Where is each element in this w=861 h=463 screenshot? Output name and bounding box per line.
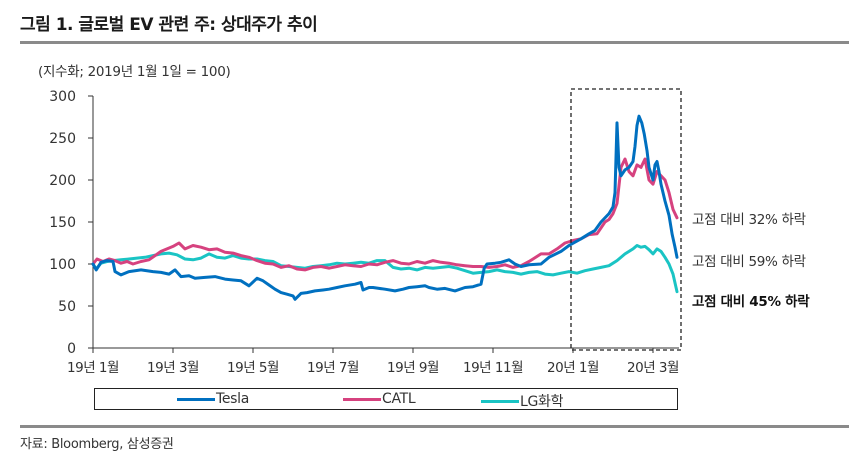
- legend-label-tesla: Tesla: [216, 391, 250, 407]
- figure-title: 그림 1. 글로벌 EV 관련 주: 상대주가 추이: [20, 15, 318, 35]
- legend-swatch-catl: [343, 397, 381, 401]
- y-tick-label: 150: [49, 215, 76, 231]
- legend-swatch-lg: [481, 399, 519, 403]
- x-tick-label: 19년 7월: [307, 360, 359, 376]
- legend: Tesla CATL LG화학: [94, 388, 678, 410]
- top-rule: [20, 41, 849, 44]
- legend-label-lg: LG화학: [520, 394, 564, 410]
- source-note: 자료: Bloomberg, 삼성증권: [20, 437, 174, 452]
- bottom-rule: [20, 425, 849, 428]
- annotation-lg: 고점 대비 45% 하락: [692, 294, 810, 310]
- highlight-box-2020: [570, 88, 682, 351]
- legend-swatch-tesla: [177, 397, 215, 401]
- x-tick-label: 19년 3월: [147, 360, 199, 376]
- legend-label-catl: CATL: [382, 391, 416, 407]
- x-tick-label: 20년 3월: [627, 360, 679, 376]
- y-tick-label: 250: [49, 131, 76, 147]
- y-tick-label: 300: [49, 89, 76, 105]
- series-line-Tesla: [91, 114, 679, 301]
- series-line-LG화학: [91, 244, 679, 294]
- legend-item-lg: LG화학: [481, 391, 564, 411]
- series-line-CATL: [91, 157, 679, 272]
- y-tick-label: 200: [49, 173, 76, 189]
- x-tick-label: 19년 5월: [227, 360, 279, 376]
- y-tick-label: 50: [58, 299, 76, 315]
- axes: 0 50 100 150 200 250 300 19년 1월 19년 3월 19년 5월 19년 …: [49, 89, 679, 376]
- annotation-tesla: 고점 대비 59% 하락: [692, 254, 806, 270]
- y-tick-label: 0: [67, 341, 76, 357]
- legend-item-tesla: Tesla: [177, 391, 249, 407]
- series-lines: [91, 114, 679, 301]
- x-tick-label: 20년 1월: [547, 360, 599, 376]
- x-tick-label: 19년 9월: [387, 360, 439, 376]
- legend-item-catl: CATL: [343, 391, 416, 407]
- unit-note: (지수화; 2019년 1월 1일 = 100): [38, 64, 231, 80]
- highlight-box: [570, 88, 682, 351]
- x-tick-label: 19년 1월: [67, 360, 119, 376]
- annotation-catl: 고점 대비 32% 하락: [692, 212, 806, 228]
- x-tick-label: 19년 11월: [463, 360, 523, 376]
- y-tick-label: 100: [49, 257, 76, 273]
